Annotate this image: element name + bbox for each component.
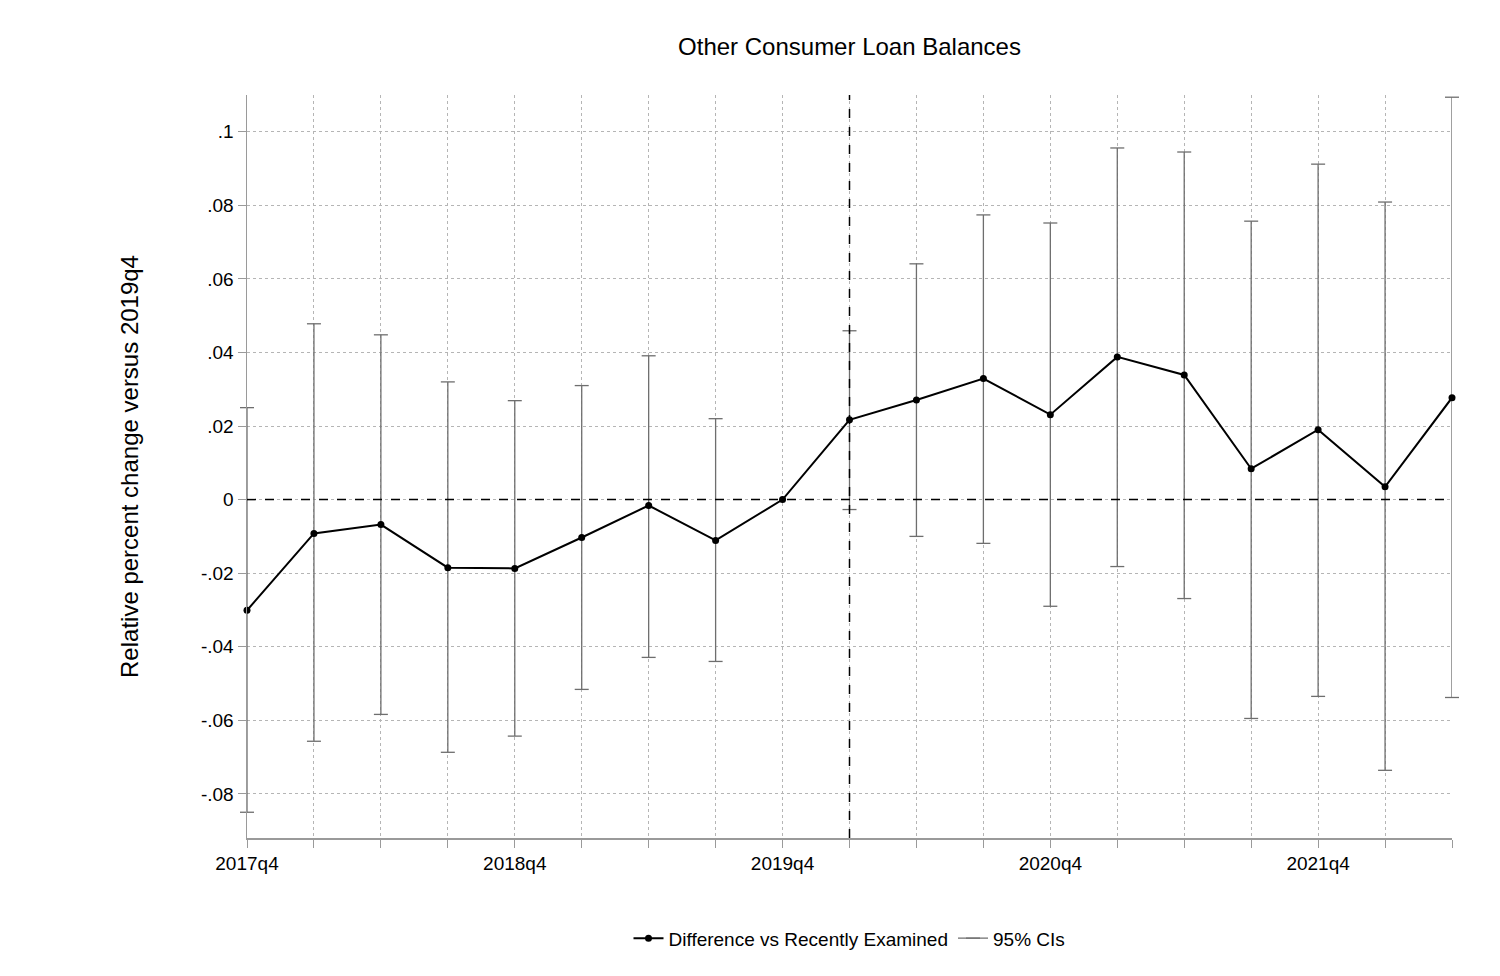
svg-text:-.08: -.08 (201, 784, 234, 805)
svg-text:.08: .08 (207, 195, 233, 216)
svg-text:2017q4: 2017q4 (215, 853, 279, 874)
svg-text:2020q4: 2020q4 (1019, 853, 1083, 874)
svg-text:-.02: -.02 (201, 563, 234, 584)
svg-text:Difference vs Recently Examine: Difference vs Recently Examined (669, 929, 949, 950)
svg-text:Other Consumer Loan Balances: Other Consumer Loan Balances (678, 33, 1021, 60)
svg-text:-.06: -.06 (201, 710, 234, 731)
svg-text:.06: .06 (207, 269, 233, 290)
svg-text:2019q4: 2019q4 (751, 853, 815, 874)
svg-text:0: 0 (223, 489, 234, 510)
svg-text:.1: .1 (218, 121, 234, 142)
svg-text:Relative percent change versus: Relative percent change versus 2019q4 (116, 255, 143, 678)
svg-text:2021q4: 2021q4 (1286, 853, 1350, 874)
svg-text:2018q4: 2018q4 (483, 853, 547, 874)
svg-text:.04: .04 (207, 342, 234, 363)
svg-text:.02: .02 (207, 416, 233, 437)
svg-text:95% CIs: 95% CIs (993, 929, 1065, 950)
svg-text:-.04: -.04 (201, 636, 234, 657)
